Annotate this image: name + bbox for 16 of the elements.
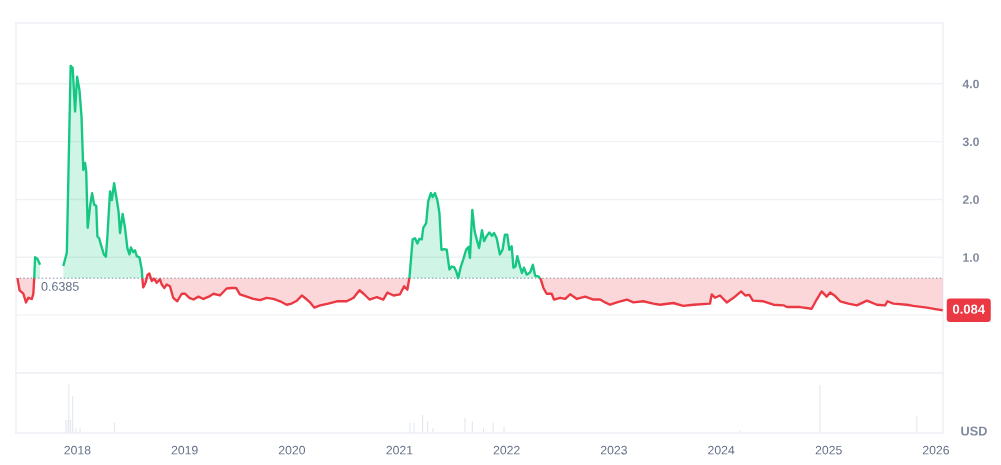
y-tick-label: 4.0 <box>962 79 979 89</box>
x-tick-label: 2026 <box>922 445 950 455</box>
x-tick-label: 2022 <box>493 445 520 455</box>
x-tick-label: 2020 <box>278 445 306 455</box>
ref-line-label: 0.6385 <box>41 282 79 291</box>
x-tick-label: 2018 <box>64 445 91 455</box>
y-tick-label: 1.0 <box>963 253 979 262</box>
x-tick-label: 2019 <box>171 445 198 455</box>
y-tick-label: 3.0 <box>962 137 979 147</box>
annotation: 0.084 <box>952 304 986 314</box>
x-tick-label: 2025 <box>815 445 842 455</box>
y-axis-title: USD <box>961 426 987 436</box>
y-tick-label: 2.0 <box>962 195 979 204</box>
x-tick-label: 2021 <box>386 445 413 455</box>
x-tick-label: 2024 <box>708 445 735 455</box>
x-tick-label: 2023 <box>600 445 627 455</box>
